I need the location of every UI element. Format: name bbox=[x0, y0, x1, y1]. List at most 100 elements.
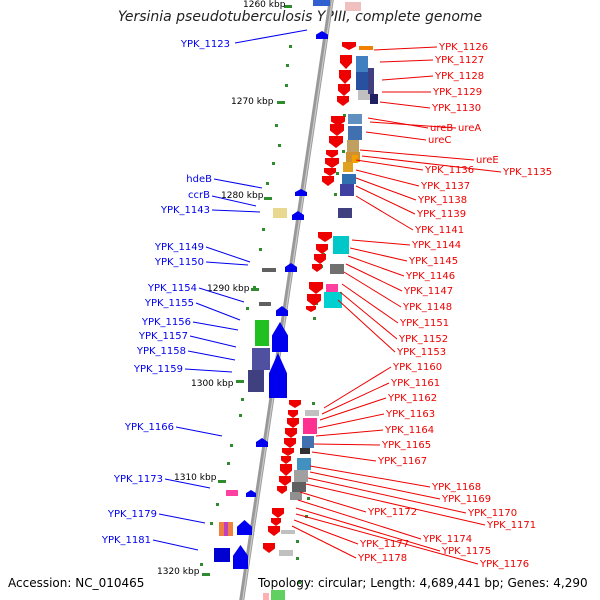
gene-arrow-forward bbox=[314, 254, 326, 264]
label-leader bbox=[293, 519, 359, 545]
gene-box bbox=[273, 208, 287, 218]
label-leader bbox=[381, 75, 434, 81]
feature-tick bbox=[296, 557, 299, 560]
gene-box bbox=[224, 522, 228, 536]
label-leader bbox=[361, 155, 502, 173]
gene-label: YPK_1175 bbox=[441, 546, 491, 557]
label-leader bbox=[152, 539, 199, 551]
gene-box bbox=[345, 2, 361, 11]
gene-arrow-forward bbox=[331, 116, 345, 126]
gene-label: YPK_1159 bbox=[133, 364, 183, 375]
gene-arrow-forward bbox=[268, 526, 280, 536]
gene-box bbox=[292, 482, 306, 492]
label-leader bbox=[175, 426, 223, 437]
gene-label: YPK_1127 bbox=[434, 55, 484, 66]
feature-tick bbox=[241, 398, 244, 401]
label-leader bbox=[192, 321, 239, 331]
gene-box bbox=[324, 292, 342, 308]
gene-arrow-forward bbox=[281, 456, 291, 464]
feature-tick bbox=[266, 182, 269, 185]
feature-tick bbox=[296, 540, 299, 543]
feature-tick bbox=[210, 522, 213, 525]
label-leader bbox=[164, 478, 211, 489]
label-leader bbox=[367, 117, 429, 129]
gene-box bbox=[294, 470, 308, 482]
gene-arrow-forward bbox=[287, 418, 299, 428]
gene-arrow-forward bbox=[340, 55, 352, 69]
feature-tick bbox=[200, 563, 203, 566]
gene-box bbox=[214, 548, 230, 562]
label-leader bbox=[187, 350, 236, 361]
scale-tick bbox=[236, 380, 244, 383]
gene-label: YPK_1168 bbox=[431, 482, 481, 493]
gene-box bbox=[281, 530, 295, 534]
gene-arrow-forward bbox=[289, 400, 301, 408]
gene-arrow-forward bbox=[277, 486, 287, 494]
gene-arrow-reverse bbox=[233, 545, 248, 569]
gene-arrow-reverse bbox=[272, 322, 288, 352]
gene-label: YPK_1163 bbox=[385, 409, 435, 420]
gene-arrow-forward bbox=[342, 42, 356, 50]
gene-label: YPK_1172 bbox=[367, 507, 417, 518]
gene-box bbox=[343, 162, 353, 172]
gene-label: YPK_1149 bbox=[154, 242, 204, 253]
gene-box bbox=[340, 184, 354, 196]
gene-label: YPK_1155 bbox=[144, 298, 194, 309]
feature-tick bbox=[230, 444, 233, 447]
gene-box bbox=[262, 268, 276, 272]
feature-tick bbox=[216, 503, 219, 506]
gene-label: YPK_1165 bbox=[381, 440, 431, 451]
feature-tick bbox=[298, 581, 301, 584]
gene-label: YPK_1164 bbox=[384, 425, 434, 436]
scale-label: 1280 kbp bbox=[221, 191, 264, 201]
label-leader bbox=[205, 261, 249, 266]
gene-label: hdeB bbox=[186, 174, 212, 185]
feature-tick bbox=[343, 114, 346, 117]
label-leader bbox=[349, 247, 408, 262]
gene-arrow-reverse bbox=[292, 211, 304, 220]
gene-label: YPK_1156 bbox=[141, 317, 191, 328]
feature-tick bbox=[285, 84, 288, 87]
gene-label: YPK_1130 bbox=[431, 103, 481, 114]
label-leader bbox=[341, 283, 399, 324]
label-leader bbox=[305, 483, 486, 526]
gene-box bbox=[248, 370, 264, 392]
label-leader bbox=[291, 525, 357, 559]
gene-label: YPK_1147 bbox=[403, 286, 453, 297]
gene-label: YPK_1153 bbox=[396, 347, 446, 358]
label-leader bbox=[315, 429, 384, 437]
gene-label: YPK_1139 bbox=[416, 209, 466, 220]
gene-label: YPK_1123 bbox=[180, 39, 230, 50]
gene-label: YPK_1161 bbox=[390, 378, 440, 389]
label-leader bbox=[299, 491, 367, 513]
scale-label: 1260 kbp bbox=[243, 0, 286, 10]
gene-label: YPK_1126 bbox=[438, 42, 488, 53]
gene-arrow-forward bbox=[280, 464, 292, 476]
gene-box bbox=[255, 320, 269, 346]
gene-arrow-forward bbox=[285, 428, 297, 438]
gene-arrow-forward bbox=[316, 244, 328, 254]
label-leader bbox=[369, 121, 457, 129]
scale-tick bbox=[277, 101, 285, 104]
label-leader bbox=[158, 513, 206, 524]
gene-label: YPK_1152 bbox=[398, 334, 448, 345]
gene-label: YPK_1170 bbox=[467, 508, 517, 519]
gene-box bbox=[290, 492, 302, 500]
scale-tick bbox=[218, 480, 226, 483]
gene-label: ureA bbox=[458, 123, 481, 134]
gene-box bbox=[226, 490, 238, 496]
label-leader bbox=[313, 443, 381, 446]
gene-box bbox=[263, 593, 269, 600]
gene-box bbox=[305, 410, 319, 416]
label-leader bbox=[297, 499, 422, 540]
gene-label: YPK_1176 bbox=[479, 559, 529, 570]
label-leader bbox=[343, 271, 402, 308]
gene-arrow-forward bbox=[272, 508, 284, 518]
label-leader bbox=[355, 195, 414, 231]
label-leader bbox=[355, 177, 417, 201]
gene-label: YPK_1173 bbox=[113, 474, 163, 485]
feature-tick bbox=[307, 497, 310, 500]
label-leader bbox=[359, 149, 475, 161]
gene-arrow-forward bbox=[325, 158, 339, 168]
